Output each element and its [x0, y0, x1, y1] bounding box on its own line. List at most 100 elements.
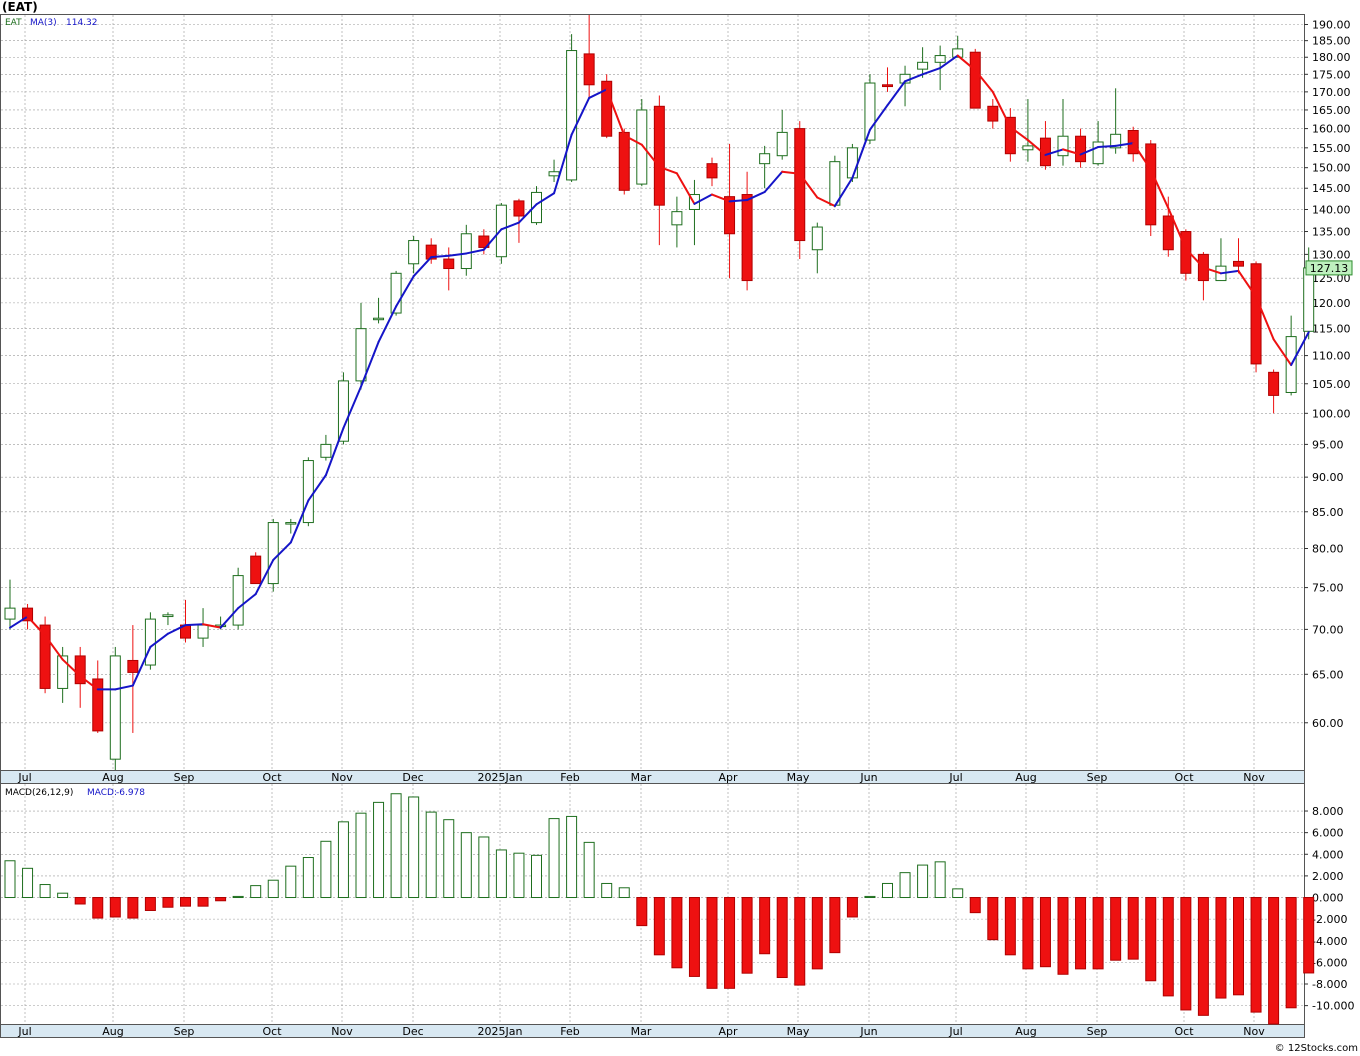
date-label: Nov [331, 1025, 353, 1038]
ma-segment [833, 176, 854, 208]
ma-segment [605, 88, 626, 137]
candle [794, 121, 806, 260]
date-label: Oct [1174, 1025, 1194, 1038]
macd-bar [22, 867, 34, 899]
macd-tick-label: -6.000 [1312, 956, 1347, 969]
candle-body [57, 655, 69, 689]
candle [337, 372, 349, 445]
macd-bar [320, 840, 332, 899]
price-tick-label: 145.00 [1312, 182, 1351, 195]
candle-body [1180, 231, 1192, 274]
ma-segment [1009, 126, 1029, 142]
ma-segment [26, 615, 47, 637]
macd-bar [653, 897, 665, 956]
candle-body [232, 575, 244, 626]
ma-segment [430, 254, 450, 259]
candle [1233, 238, 1244, 274]
macd-tick-label: -2.000 [1312, 913, 1347, 926]
price-tick-label: 155.00 [1312, 142, 1351, 155]
macd-bar [899, 872, 911, 899]
candle [724, 143, 736, 279]
candle-body [548, 171, 560, 177]
candle-body [144, 618, 156, 666]
date-label: 2025Jan [478, 1025, 523, 1038]
macd-bar [250, 885, 262, 899]
candle [495, 203, 507, 264]
macd-bar [180, 897, 191, 907]
candle-body [513, 200, 525, 217]
macd-bar [1303, 897, 1315, 974]
ma-segment [9, 615, 29, 629]
candle [92, 660, 104, 733]
macd-bar [1022, 897, 1034, 970]
ma-segment [1044, 148, 1064, 156]
ma-segment [675, 172, 696, 205]
macd-bar [636, 897, 648, 927]
ma-segment [324, 427, 345, 477]
ma-segment [395, 275, 415, 308]
candle-body [987, 105, 999, 122]
ma-segment [1097, 144, 1117, 149]
candle-body [1145, 143, 1157, 226]
candle-body [443, 258, 455, 270]
candle-body [882, 84, 893, 88]
ma-segment [640, 143, 661, 168]
candle-body [566, 50, 578, 181]
candle [285, 518, 297, 534]
macd-bar [1268, 897, 1280, 1025]
macd-bar [495, 849, 507, 899]
macd-bar [408, 796, 420, 899]
ma-segment [149, 632, 169, 648]
price-tick-label: 140.00 [1312, 203, 1351, 216]
candle-body [1162, 215, 1174, 251]
candle-body [1092, 141, 1104, 165]
candle-body [162, 614, 174, 618]
ma-segment [202, 623, 222, 629]
macd-bar [109, 897, 121, 918]
ma-segment [1237, 269, 1258, 298]
macd-bar [987, 897, 999, 941]
price-grid [1, 15, 1304, 770]
candle-body [846, 147, 858, 179]
last-price-box [1305, 260, 1353, 276]
ma-segment [798, 172, 819, 199]
candle [688, 179, 700, 246]
macd-bar [92, 897, 104, 919]
price-tick-label: 65.00 [1312, 668, 1344, 681]
ma-segment [939, 54, 959, 70]
ma-segment [781, 170, 801, 175]
candle [776, 109, 788, 160]
ma-segment [307, 474, 327, 502]
ma-segment [868, 104, 889, 131]
price-tick-label: 90.00 [1312, 471, 1344, 484]
candle [408, 236, 420, 274]
candle-body [39, 624, 51, 689]
macd-bar [425, 811, 437, 899]
candle-body [1057, 135, 1069, 157]
ma-segment [974, 69, 994, 93]
macd-tick-label: 6.000 [1312, 827, 1344, 840]
price-tick-label: 185.00 [1312, 35, 1351, 48]
ma-segment [991, 90, 1012, 129]
date-label: Jul [948, 771, 962, 784]
macd-bar [1162, 897, 1174, 997]
candle [1250, 261, 1262, 373]
candle [1110, 88, 1122, 154]
candle-body [741, 194, 753, 282]
ma-segment [956, 54, 977, 72]
ma-segment [272, 541, 292, 561]
candle-body [969, 51, 981, 109]
date-label: Jul [17, 1025, 31, 1038]
ma-segment [447, 252, 468, 257]
macd-bar [688, 897, 700, 977]
ma-segment [886, 80, 907, 107]
date-axis-band-top [0, 770, 1305, 784]
date-label: May [787, 1025, 810, 1038]
candle-body [776, 131, 788, 157]
macd-bar [1197, 897, 1209, 1016]
macd-bar [162, 897, 174, 908]
macd-panel-frame [0, 783, 1305, 1025]
macd-bar [74, 897, 86, 905]
candle [601, 74, 613, 139]
candle-body [653, 105, 665, 206]
